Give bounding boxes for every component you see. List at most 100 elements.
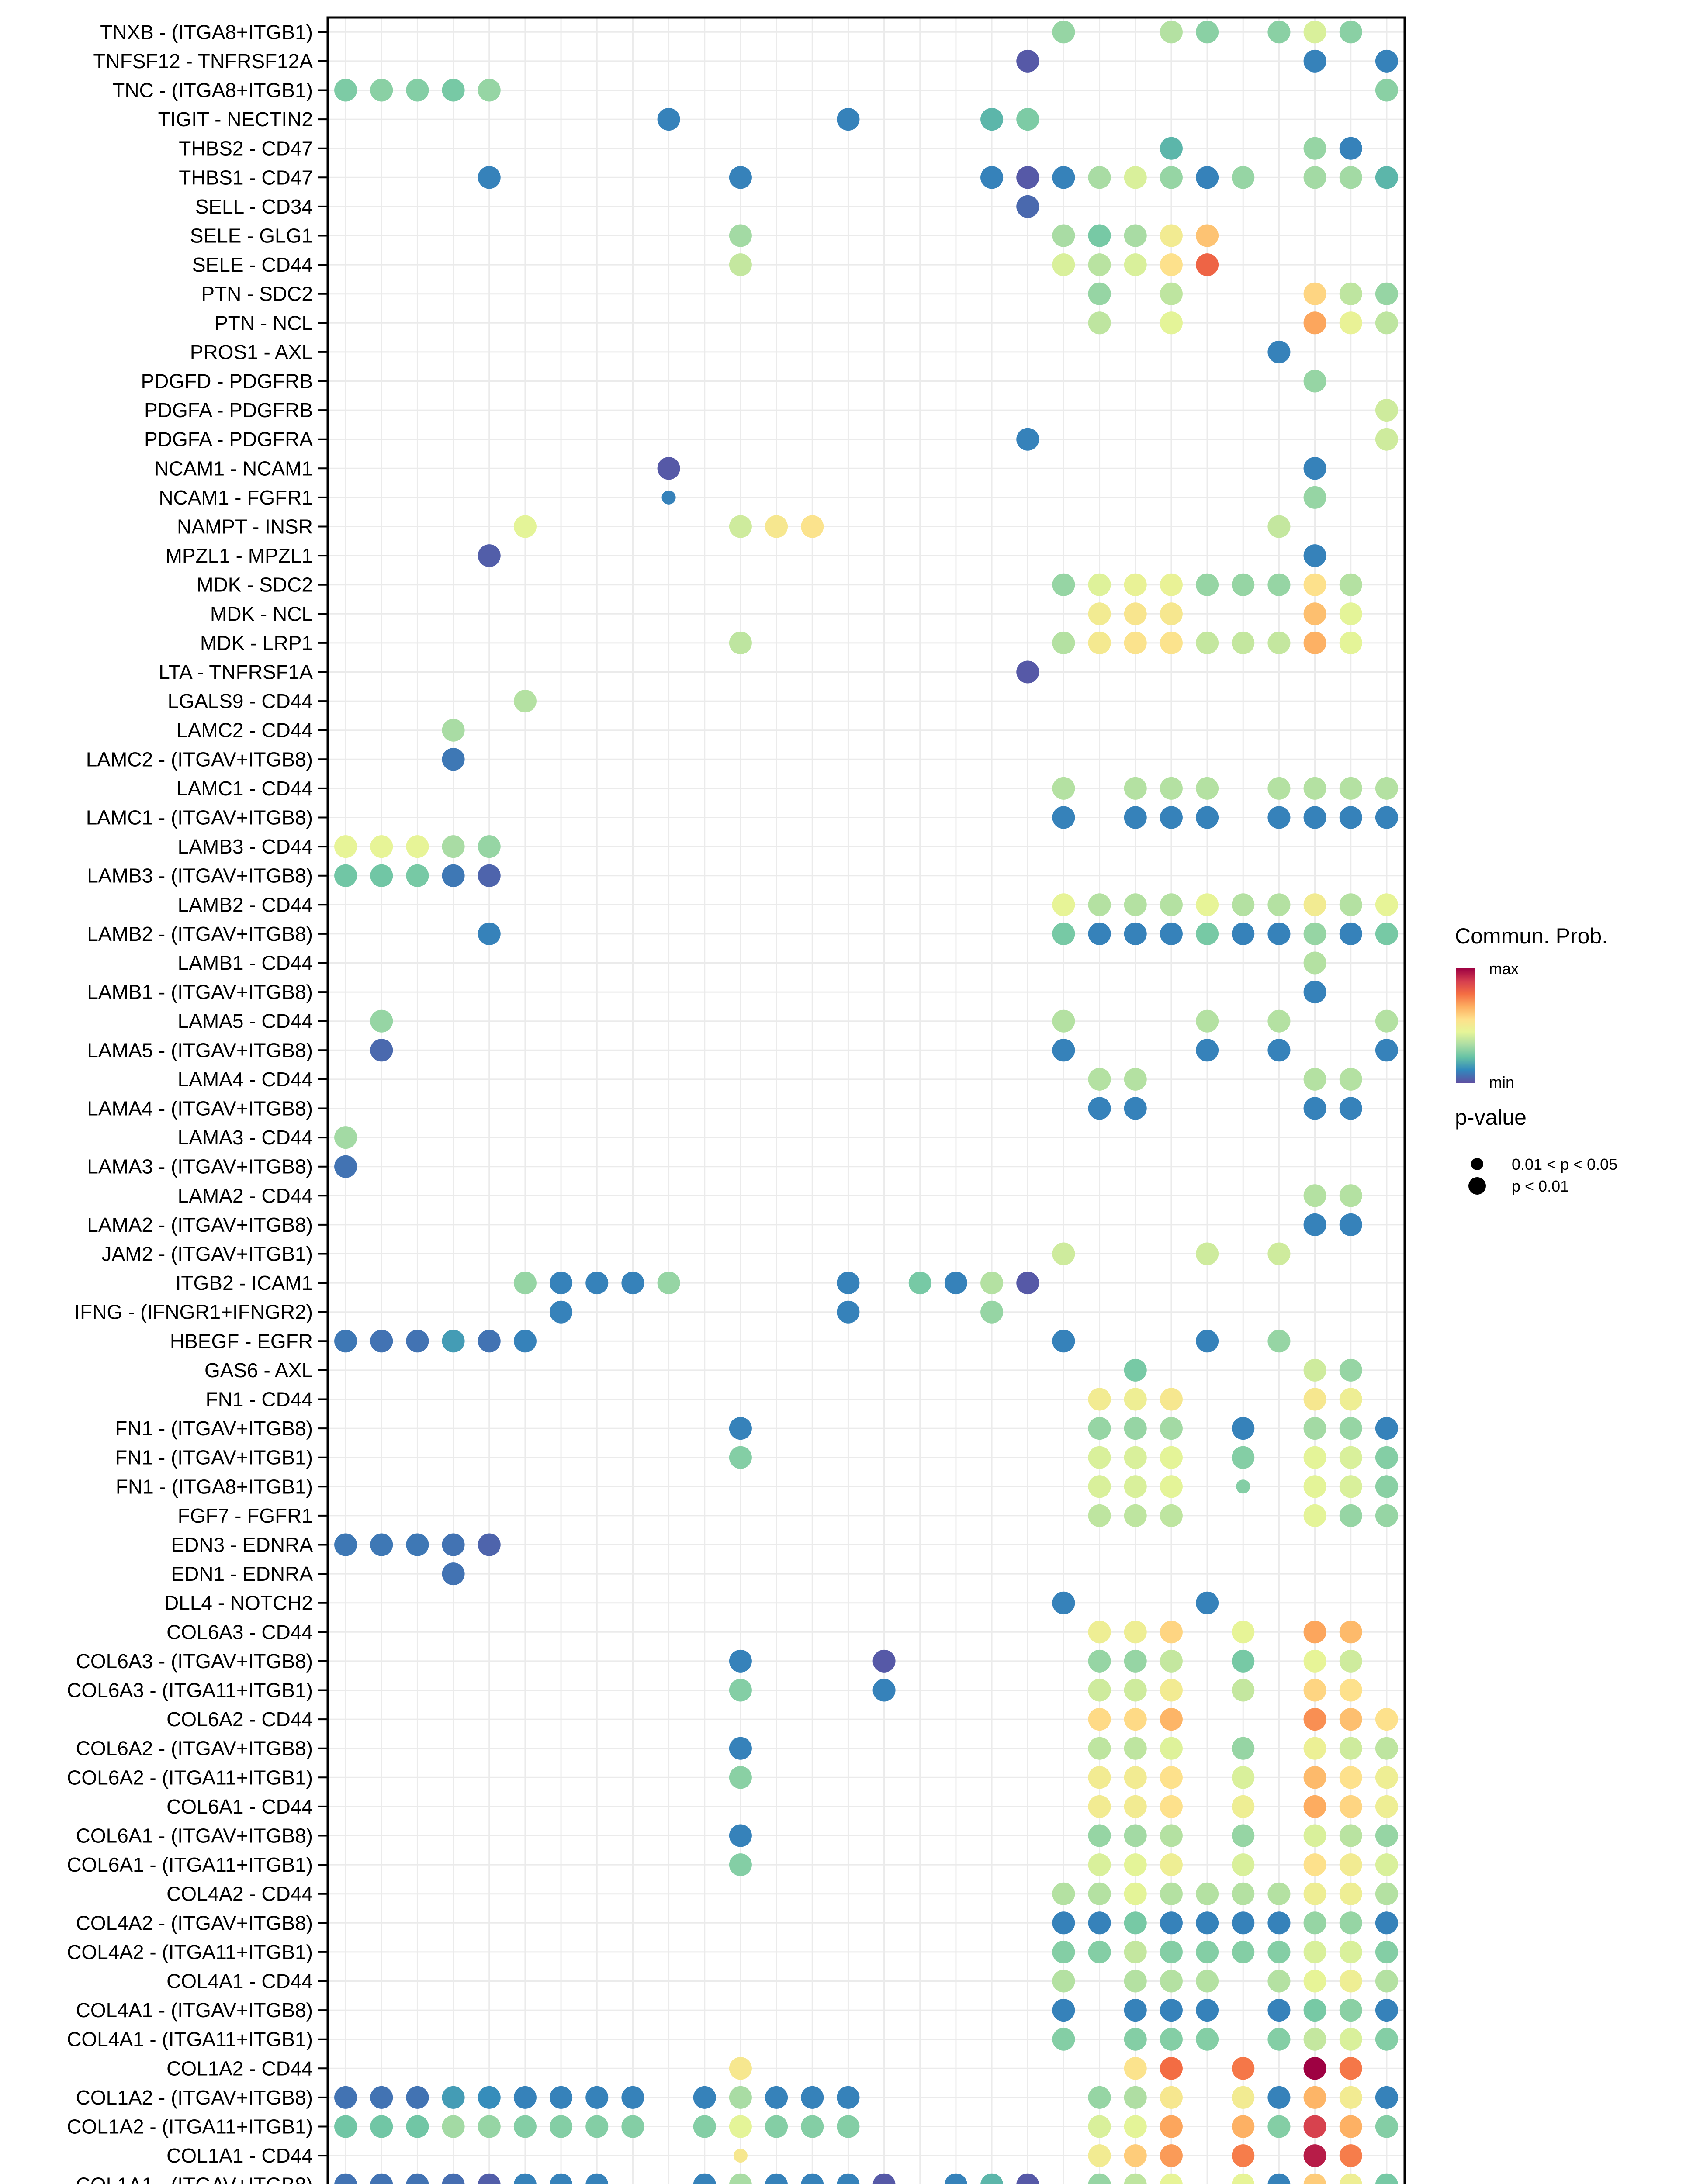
- data-point: [1088, 1679, 1111, 1702]
- data-point: [1267, 1009, 1291, 1033]
- data-point: [1088, 1504, 1111, 1527]
- data-point: [1160, 21, 1183, 44]
- data-point: [406, 1330, 429, 1353]
- data-point: [1160, 1446, 1183, 1469]
- y-tick-label: LAMA5 - (ITGAV+ITGB8): [87, 1039, 313, 1061]
- data-point: [1124, 922, 1147, 945]
- data-point: [1375, 79, 1398, 102]
- data-point: [370, 2086, 393, 2109]
- color-legend-title: Commun. Prob.: [1455, 924, 1608, 948]
- data-point: [1160, 224, 1183, 247]
- legend: Commun. Prob. max min p-value 0.01 < p <…: [1455, 924, 1617, 1195]
- data-point: [1267, 573, 1291, 596]
- y-tick-label: EDN3 - EDNRA: [171, 1534, 313, 1556]
- data-point: [1232, 1446, 1255, 1469]
- data-point: [1160, 137, 1183, 160]
- data-point: [1088, 1766, 1111, 1789]
- y-tick-label: THBS2 - CD47: [179, 137, 313, 160]
- data-point: [729, 224, 752, 247]
- data-point: [442, 864, 465, 887]
- data-point: [1124, 1766, 1147, 1789]
- data-point: [1196, 893, 1219, 916]
- data-point: [513, 690, 537, 713]
- data-point: [406, 864, 429, 887]
- data-point: [585, 2115, 609, 2138]
- data-point: [1303, 1853, 1326, 1876]
- color-legend-bar: [1456, 968, 1475, 1083]
- data-point: [1160, 282, 1183, 305]
- data-point: [1196, 631, 1219, 654]
- data-point: [1339, 1649, 1362, 1673]
- data-point: [980, 1272, 1004, 1295]
- data-point: [1375, 311, 1398, 335]
- data-point: [1339, 2144, 1362, 2167]
- y-tick-label: MDK - NCL: [210, 602, 313, 625]
- data-point: [370, 1330, 393, 1353]
- size-legend-label-large: p < 0.01: [1512, 1177, 1569, 1195]
- data-point: [513, 1272, 537, 1295]
- data-point: [1303, 1358, 1326, 1382]
- data-point: [1375, 1504, 1398, 1527]
- data-point: [1052, 1591, 1075, 1614]
- data-point: [478, 864, 501, 887]
- y-tick-label: COL4A1 - CD44: [166, 1970, 313, 1993]
- data-point: [1016, 428, 1039, 451]
- y-tick-label: LAMC2 - (ITGAV+ITGB8): [86, 748, 313, 771]
- data-point: [1339, 2057, 1362, 2080]
- data-point: [1375, 1708, 1398, 1731]
- data-point: [1375, 1940, 1398, 1963]
- data-point: [1375, 1417, 1398, 1440]
- data-point: [1375, 399, 1398, 422]
- y-tick-label: COL6A1 - CD44: [166, 1795, 313, 1818]
- data-point: [1088, 1940, 1111, 1963]
- data-point: [837, 108, 860, 131]
- data-point: [1339, 137, 1362, 160]
- y-tick-label: PDGFA - PDGFRA: [144, 428, 313, 451]
- data-point: [1303, 1184, 1326, 1207]
- data-point: [1375, 166, 1398, 189]
- data-point: [1303, 1708, 1326, 1731]
- y-tick-label: LAMA2 - CD44: [178, 1184, 313, 1207]
- data-point: [1267, 1330, 1291, 1353]
- y-tick-label: LAMB3 - (ITGAV+ITGB8): [87, 864, 313, 887]
- y-tick-label: COL1A2 - (ITGAV+ITGB8): [76, 2086, 313, 2109]
- data-point: [1375, 1999, 1398, 2022]
- data-point: [1124, 2086, 1147, 2109]
- data-point: [1160, 311, 1183, 335]
- data-point: [1124, 1504, 1147, 1527]
- data-point: [1375, 893, 1398, 916]
- data-point: [1232, 1882, 1255, 1905]
- data-point: [1052, 1009, 1075, 1033]
- data-point: [478, 835, 501, 858]
- data-point: [1052, 573, 1075, 596]
- data-point: [1196, 2028, 1219, 2051]
- y-tick-label: COL4A2 - CD44: [166, 1883, 313, 1905]
- data-point: [1160, 1679, 1183, 1702]
- y-tick-label: COL6A1 - (ITGAV+ITGB8): [76, 1825, 313, 1847]
- data-point: [1196, 806, 1219, 829]
- data-points: [334, 21, 1398, 2184]
- y-tick-label: COL1A1 - CD44: [166, 2144, 313, 2167]
- data-point: [729, 1649, 752, 1673]
- data-point: [729, 1766, 752, 1789]
- data-point: [478, 1330, 501, 1353]
- data-point: [657, 108, 680, 131]
- data-point: [1088, 1097, 1111, 1120]
- data-point: [1052, 922, 1075, 945]
- data-point: [1160, 1737, 1183, 1760]
- data-point: [1303, 1417, 1326, 1440]
- data-point: [1088, 1795, 1111, 1818]
- data-point: [1303, 2115, 1326, 2138]
- data-point: [1160, 2173, 1183, 2184]
- y-tick-label: COL6A3 - (ITGA11+ITGB1): [67, 1679, 313, 1702]
- data-point: [1232, 2144, 1255, 2167]
- data-point: [1016, 195, 1039, 218]
- data-point: [1236, 1479, 1250, 1494]
- data-point: [513, 2086, 537, 2109]
- data-point: [1124, 573, 1147, 596]
- data-point: [657, 1272, 680, 1295]
- data-point: [1267, 806, 1291, 829]
- data-point: [1052, 631, 1075, 654]
- data-point: [550, 1300, 573, 1324]
